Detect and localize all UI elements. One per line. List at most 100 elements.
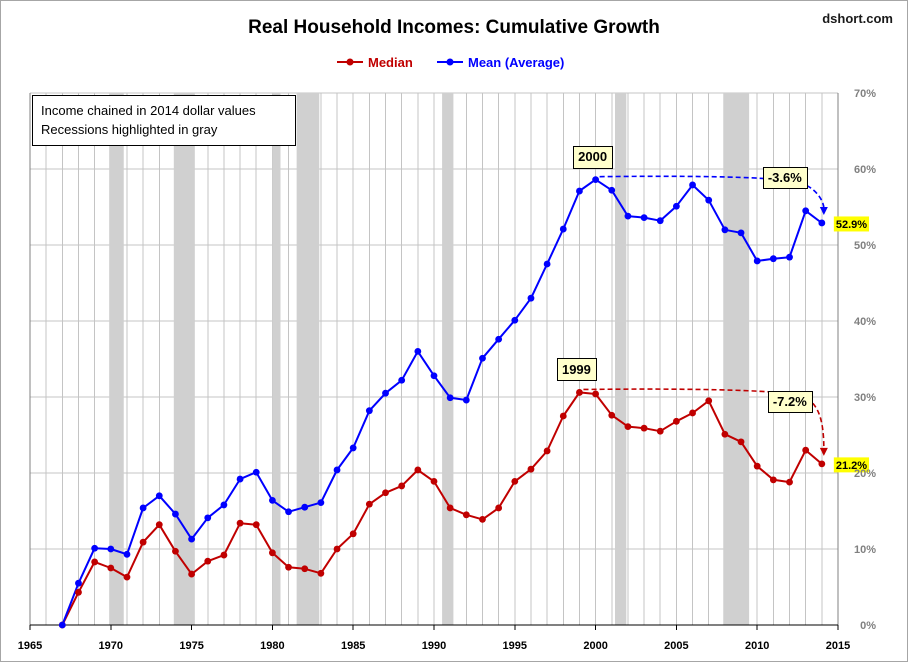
marker-mean-2003 <box>640 214 648 222</box>
marker-mean-2013 <box>802 207 810 215</box>
legend-item-mean: Mean (Average) <box>437 55 564 70</box>
marker-median-2011 <box>769 476 777 484</box>
legend-label-mean: Mean (Average) <box>468 55 564 70</box>
recession-band-1 <box>109 93 124 625</box>
source-label: dshort.com <box>822 11 893 26</box>
x-tick-label-2000: 2000 <box>583 640 607 652</box>
marker-mean-1975 <box>188 535 196 543</box>
y-tick-label-4: 40% <box>854 316 876 328</box>
peak-label-2000-box <box>573 146 613 169</box>
marker-mean-2001 <box>608 186 616 194</box>
decline-label-mean: -3.6% <box>763 167 808 189</box>
peak-label-2000: 2000 <box>573 146 613 169</box>
decline-arrowhead-mean <box>819 206 828 215</box>
peak-label-1999: 1999 <box>557 358 597 381</box>
marker-median-2013 <box>802 446 810 454</box>
marker-median-2014 <box>818 460 826 468</box>
marker-mean-1984 <box>333 466 341 474</box>
marker-median-2010 <box>753 462 761 470</box>
marker-mean-1993 <box>479 354 486 362</box>
marker-mean-2002 <box>624 212 632 220</box>
y-tick-label-2: 20% <box>854 468 876 480</box>
legend-label-median: Median <box>368 55 413 70</box>
marker-median-2002 <box>624 423 632 431</box>
y-tick-label-1: 10% <box>854 544 876 556</box>
marker-median-1985 <box>349 530 357 538</box>
recession-band-3 <box>272 93 281 625</box>
marker-mean-2008 <box>721 226 729 234</box>
marker-mean-1982 <box>301 503 309 511</box>
marker-median-2007 <box>705 397 713 405</box>
annotations: -3.6% -7.2% 2000 1999 52.9% 21.2% <box>557 146 870 473</box>
marker-median-1993 <box>479 515 486 523</box>
marker-median-1970 <box>107 564 115 572</box>
marker-mean-1967 <box>58 621 66 629</box>
marker-mean-2000 <box>592 176 599 184</box>
plot-area: -3.6% -7.2% 2000 1999 52.9% 21.2% 1965 1970 197… <box>18 88 876 652</box>
marker-mean-1989 <box>414 348 422 355</box>
marker-mean-2006 <box>689 181 696 189</box>
y-tick-label-5: 50% <box>854 240 876 252</box>
legend-item-median: Median <box>337 55 413 70</box>
marker-mean-2012 <box>786 253 793 261</box>
marker-median-2009 <box>737 438 745 446</box>
marker-mean-1992 <box>462 396 470 404</box>
marker-median-1991 <box>446 504 454 512</box>
marker-median-2005 <box>673 417 680 425</box>
notes-box-frame <box>32 95 296 146</box>
marker-median-1974 <box>172 547 179 555</box>
x-tick-label-1995: 1995 <box>503 640 527 652</box>
marker-median-1994 <box>495 504 503 512</box>
peak-label-1999-text: 1999 <box>562 362 591 377</box>
marker-mean-1981 <box>285 508 292 516</box>
end-value-label-mean-text: 52.9% <box>836 219 867 231</box>
marker-median-1968 <box>75 588 82 596</box>
marker-median-1973 <box>155 521 163 529</box>
y-tick-label-0: 0% <box>860 620 876 632</box>
marker-mean-1976 <box>204 514 212 522</box>
marker-median-1971 <box>123 573 131 581</box>
decline-label-median: -7.2% <box>768 391 813 413</box>
x-tick-label-1965: 1965 <box>18 640 42 652</box>
marker-mean-1968 <box>75 579 82 587</box>
marker-median-1995 <box>511 477 519 485</box>
end-value-label-median-text: 21.2% <box>836 460 867 472</box>
marker-median-1990 <box>430 477 438 485</box>
marker-mean-1983 <box>317 499 325 507</box>
marker-median-1981 <box>285 563 292 571</box>
marker-mean-1970 <box>107 545 115 553</box>
marker-mean-2010 <box>753 257 761 265</box>
decline-label-median-box <box>768 391 813 413</box>
marker-median-2006 <box>689 409 696 417</box>
marker-mean-1990 <box>430 372 438 380</box>
marker-median-1979 <box>252 521 260 529</box>
marker-median-1977 <box>220 551 228 559</box>
marker-mean-1987 <box>382 389 389 397</box>
y-tick-label-7: 70% <box>854 88 876 100</box>
marker-mean-2007 <box>705 196 713 204</box>
marker-median-1997 <box>543 447 551 455</box>
series-line-mean <box>61 178 823 626</box>
peak-label-1999-box <box>557 358 597 381</box>
marker-mean-1977 <box>220 501 228 509</box>
recession-band-2 <box>173 93 195 625</box>
marker-mean-1997 <box>543 260 551 268</box>
marker-median-1969 <box>91 558 99 566</box>
marker-median-2003 <box>640 424 648 432</box>
x-tick-label-1990: 1990 <box>422 640 446 652</box>
marker-mean-1980 <box>269 496 276 504</box>
marker-mean-2004 <box>656 217 664 225</box>
marker-median-1976 <box>204 557 212 565</box>
decline-label-mean-text: -3.6% <box>768 170 802 185</box>
x-tick-label-2010: 2010 <box>745 640 769 652</box>
series-markers <box>58 176 826 629</box>
recession-band-5 <box>442 93 454 625</box>
decline-arrow-mean <box>599 175 825 209</box>
x-tick-label-2015: 2015 <box>826 640 850 652</box>
x-tick-label-1980: 1980 <box>260 640 284 652</box>
x-tick-label-1970: 1970 <box>99 640 123 652</box>
marker-median-2000 <box>592 390 599 398</box>
marker-median-2012 <box>786 478 793 486</box>
marker-median-1972 <box>139 538 147 546</box>
